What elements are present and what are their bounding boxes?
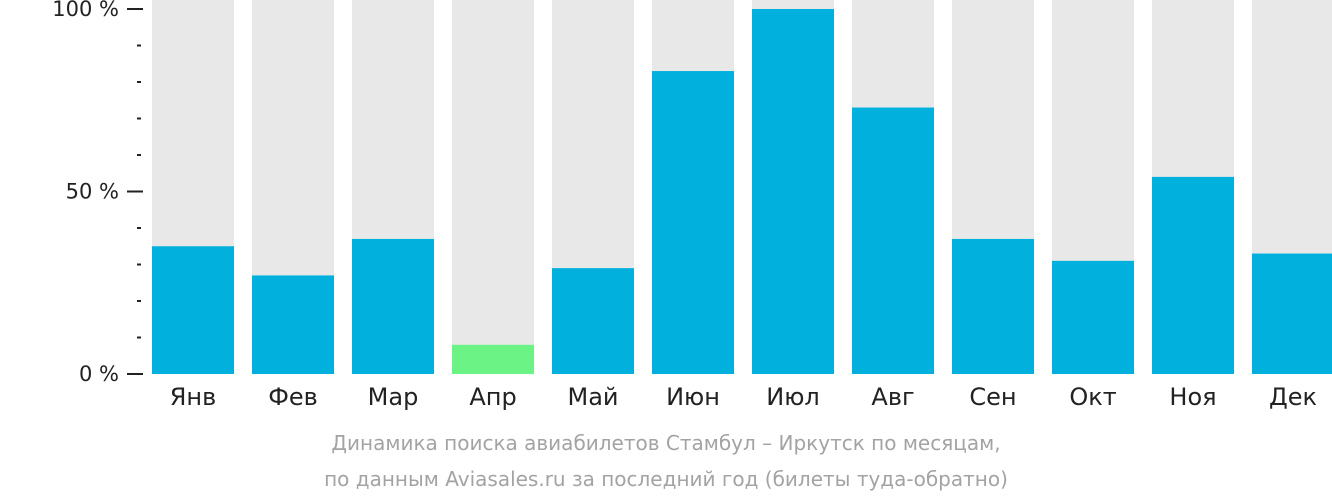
bar-8[interactable] bbox=[852, 107, 934, 375]
x-tick-label: Июн bbox=[666, 383, 720, 411]
x-tick-label: Окт bbox=[1069, 383, 1116, 411]
bars bbox=[152, 0, 1332, 375]
bar-4[interactable] bbox=[452, 344, 534, 374]
x-tick-label: Май bbox=[567, 383, 618, 411]
bar-5[interactable] bbox=[552, 268, 634, 374]
chart-caption-line-1: Динамика поиска авиабилетов Стамбул – Ир… bbox=[331, 431, 1001, 455]
x-axis-labels: Янв Фев Мар Апр Май Июн Июл Авг Сен Окт Ноя Дек bbox=[170, 383, 1317, 411]
x-tick-label: Апр bbox=[469, 383, 516, 411]
x-tick-label: Авг bbox=[871, 383, 914, 411]
bar-10[interactable] bbox=[1052, 260, 1134, 374]
bar-6[interactable] bbox=[652, 71, 734, 375]
x-tick-label: Июл bbox=[766, 383, 820, 411]
bar-3[interactable] bbox=[352, 238, 434, 374]
bar-11[interactable] bbox=[1152, 176, 1234, 374]
bar-1[interactable] bbox=[152, 246, 234, 374]
y-tick-label: 100 % bbox=[52, 0, 119, 21]
chart-caption-line-2: по данным Aviasales.ru за последний год … bbox=[324, 467, 1008, 491]
x-tick-label: Фев bbox=[268, 383, 318, 411]
bar-12[interactable] bbox=[1252, 253, 1332, 374]
y-axis: 100 % 50 % 0 % bbox=[52, 0, 143, 386]
x-tick-label: Ноя bbox=[1169, 383, 1216, 411]
x-tick-label: Сен bbox=[969, 383, 1016, 411]
bar-track bbox=[452, 0, 534, 374]
x-tick-label: Мар bbox=[368, 383, 419, 411]
y-tick-label: 0 % bbox=[79, 362, 119, 386]
x-tick-label: Дек bbox=[1269, 383, 1317, 411]
bar-2[interactable] bbox=[252, 275, 334, 374]
y-tick-label: 50 % bbox=[66, 180, 119, 204]
x-tick-label: Янв bbox=[170, 383, 217, 411]
bar-9[interactable] bbox=[952, 238, 1034, 374]
bar-7[interactable] bbox=[752, 9, 834, 374]
